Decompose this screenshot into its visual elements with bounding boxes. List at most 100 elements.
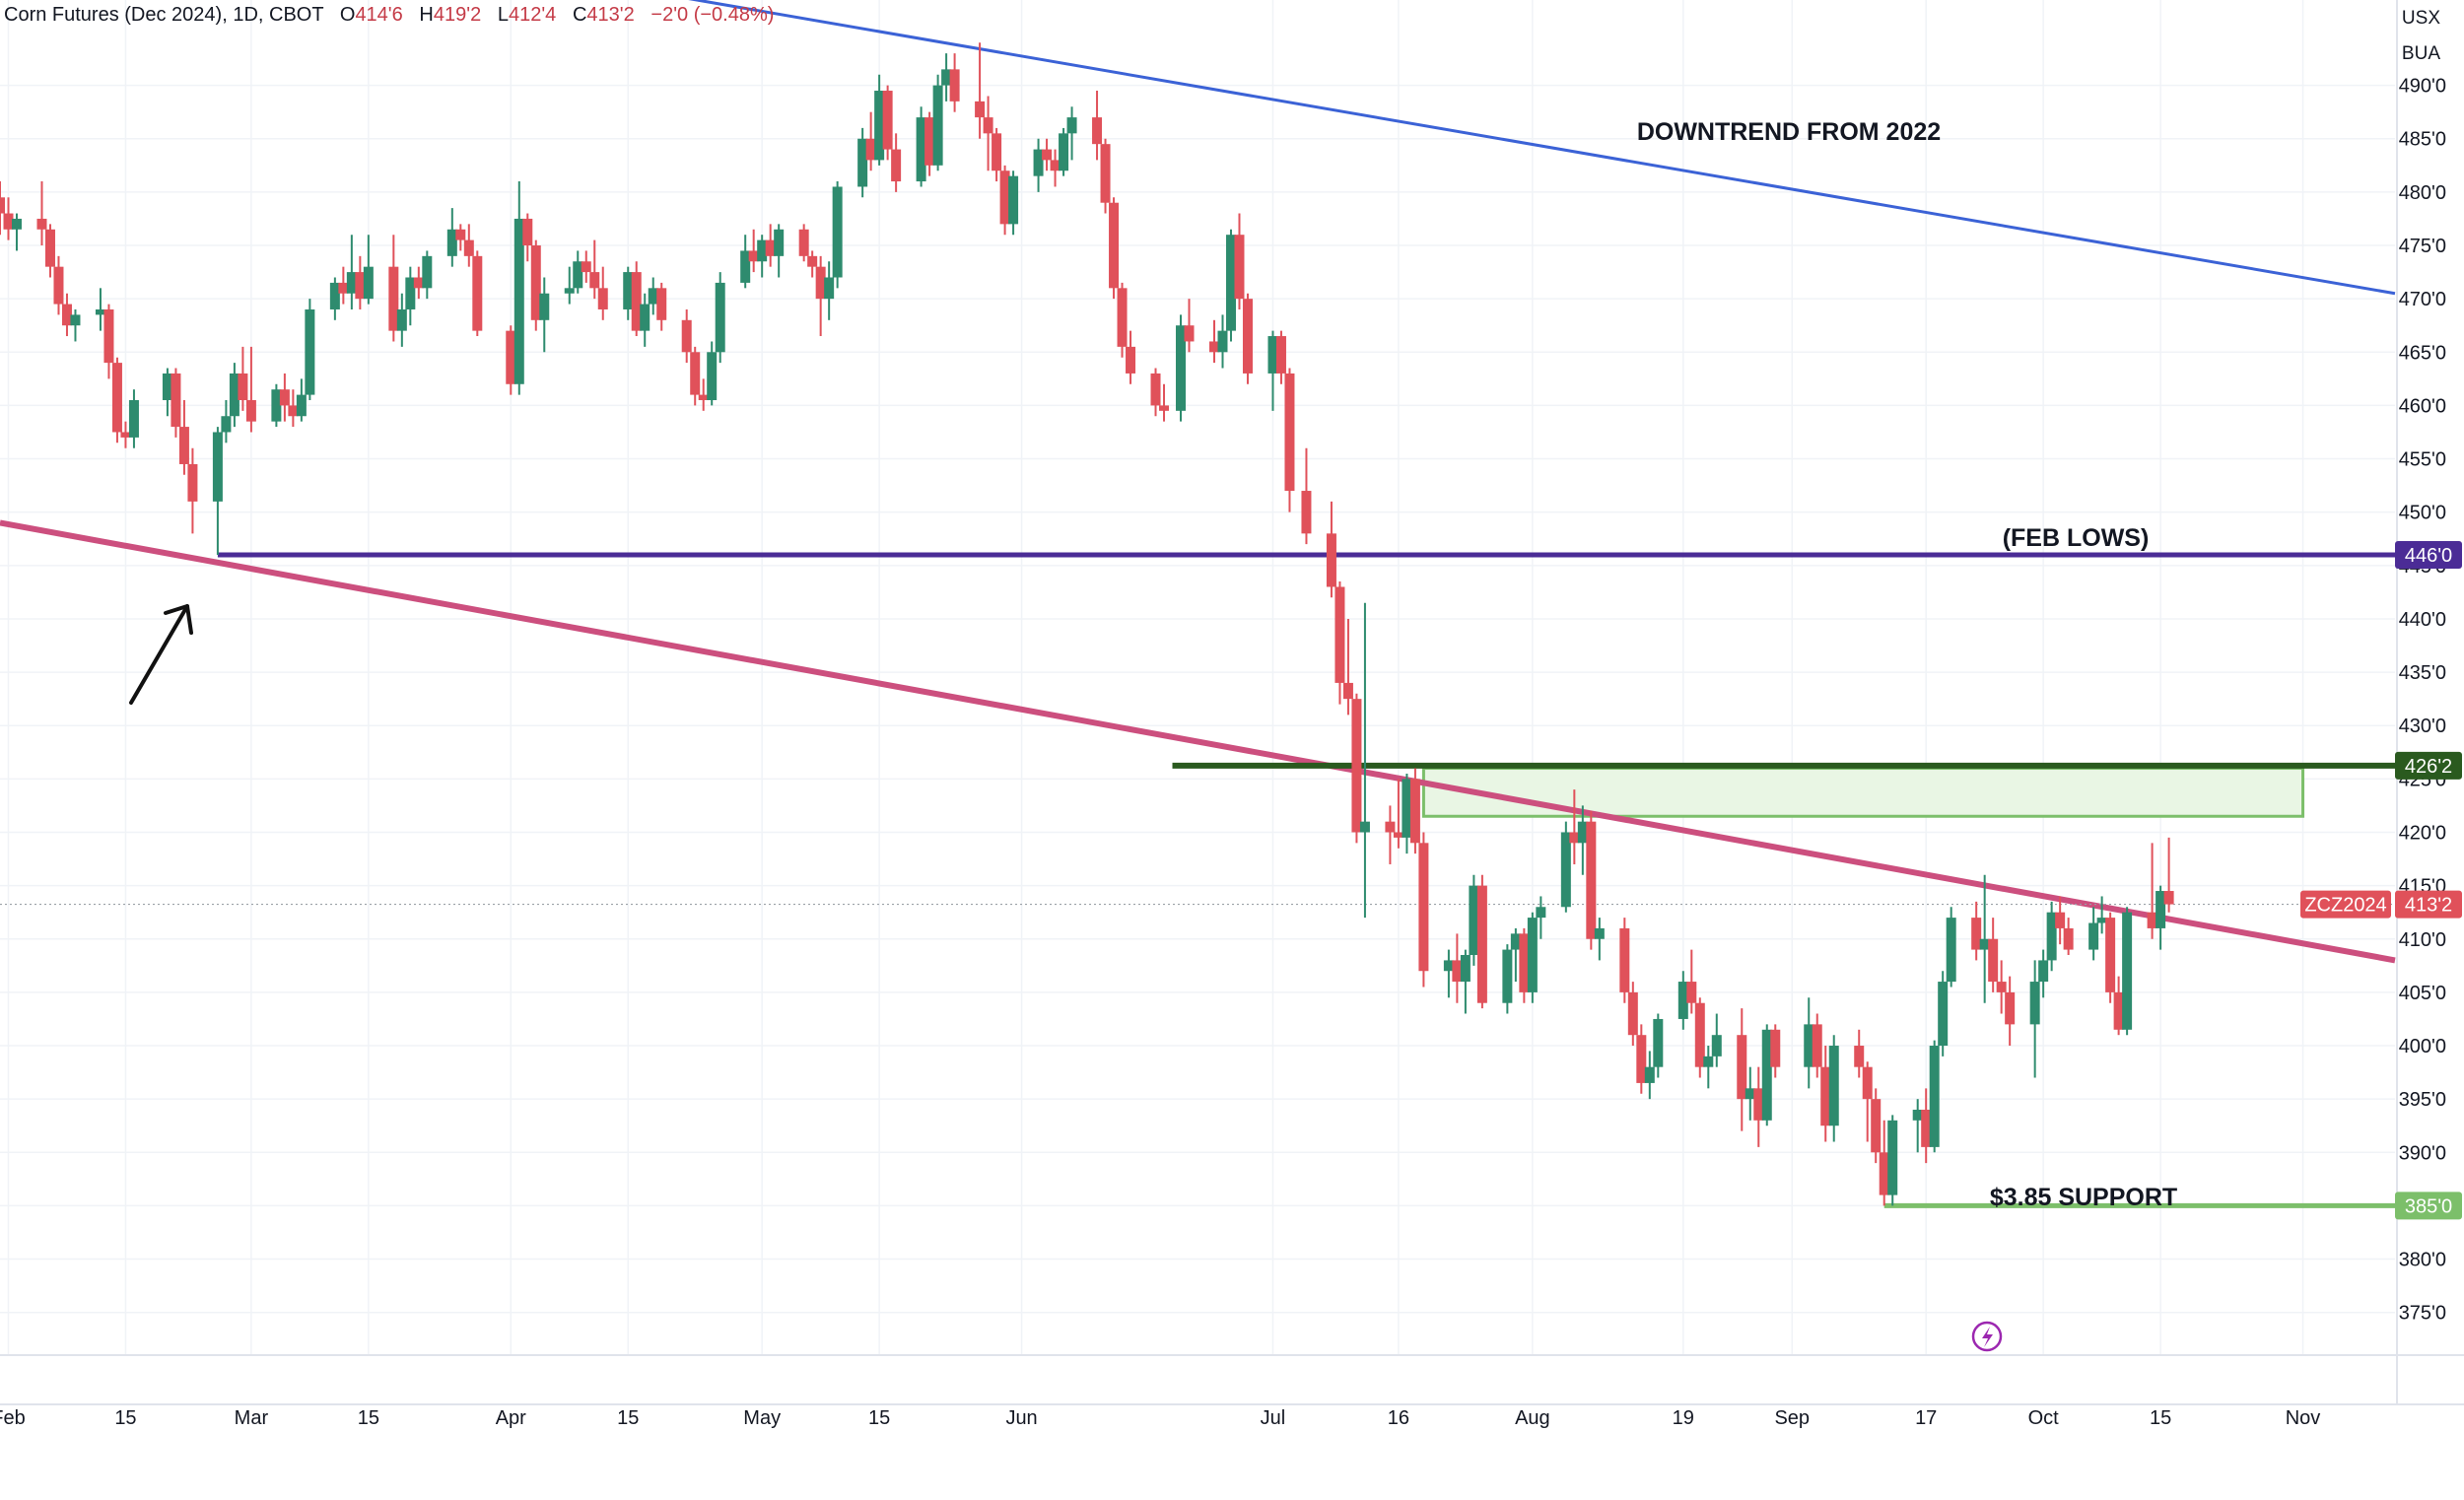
candle-body: [1301, 491, 1312, 534]
candle-body: [1560, 832, 1571, 908]
candle: [740, 235, 751, 289]
y-tick-label: 465'0: [2399, 342, 2446, 364]
candle-body: [1854, 1046, 1865, 1067]
candle: [1443, 949, 1454, 998]
candle: [2113, 976, 2124, 1036]
candle-body: [363, 266, 374, 300]
candle-body: [1871, 1099, 1882, 1153]
candle-body: [2055, 912, 2066, 928]
candle: [36, 181, 47, 246]
candle: [1871, 1088, 1882, 1164]
candle: [1753, 1066, 1764, 1147]
candle: [949, 53, 960, 112]
arrow-shaft: [129, 604, 189, 705]
feb-lows-tag-text: 446'0: [2405, 545, 2452, 567]
candle-body: [2156, 891, 2166, 928]
candle: [882, 85, 893, 161]
symbol-tag: ZCZ2024: [2300, 890, 2391, 919]
candle-body: [1536, 907, 1546, 919]
candle: [212, 427, 223, 555]
candle: [1946, 907, 1956, 988]
support-label: $3.85 SUPPORT: [1990, 1184, 2177, 1211]
candle-body: [932, 85, 943, 166]
candle-body: [1653, 1018, 1664, 1067]
candle: [999, 165, 1010, 236]
y-tick-label: 405'0: [2399, 983, 2446, 1004]
candle-body: [1988, 938, 1999, 983]
candle-body: [346, 272, 357, 294]
candle: [178, 400, 189, 475]
candle: [1828, 1035, 1839, 1142]
y-tick-label: 485'0: [2399, 129, 2446, 151]
candle-body: [1677, 982, 1688, 1019]
candle: [305, 299, 315, 401]
pink-trend-line: [0, 519, 2396, 964]
unit-label[interactable]: BUA: [2401, 43, 2440, 64]
candle-body: [1946, 918, 1956, 983]
candle-body: [924, 117, 935, 166]
candle-body: [1938, 982, 1949, 1047]
candle: [1117, 282, 1128, 358]
candle: [1594, 918, 1605, 961]
candle: [103, 304, 114, 379]
candle: [472, 250, 483, 337]
axes-layer: 490'0 485'0 480'0 475'0 470'0 465'0 460'0 455'0…: [0, 0, 2464, 1429]
candle-body: [690, 352, 701, 395]
last-price-tag: 413'2: [2395, 890, 2462, 919]
x-tick-label: 19: [1673, 1407, 1694, 1429]
y-tick-label: 380'0: [2399, 1250, 2446, 1271]
candle-body: [1636, 1035, 1647, 1083]
candle: [1510, 927, 1521, 983]
candle: [0, 181, 5, 236]
open-value: 414'6: [355, 4, 403, 26]
candle-body: [1820, 1066, 1831, 1126]
candle: [815, 255, 826, 337]
candle-body: [1059, 133, 1069, 171]
candle: [2046, 901, 2057, 972]
candle-body: [1979, 938, 1990, 950]
candle: [329, 277, 340, 320]
candle-body: [857, 138, 868, 187]
candle: [1820, 1046, 1831, 1142]
high-label: H: [419, 4, 434, 26]
candle: [1711, 1013, 1722, 1067]
candle-body: [1359, 821, 1370, 833]
candle-body: [212, 432, 223, 502]
candle-body: [2005, 991, 2016, 1025]
candle: [1418, 832, 1429, 988]
candle: [941, 53, 952, 102]
candle: [1686, 949, 1697, 1014]
candle: [355, 255, 366, 309]
candle-body: [472, 255, 483, 331]
candle-body: [1996, 982, 2007, 992]
support-tag-bg: [2395, 1192, 2462, 1220]
candle-body: [128, 400, 139, 438]
candle-body: [1644, 1066, 1655, 1083]
close-value: 413'2: [586, 4, 635, 26]
candle: [1653, 1013, 1664, 1078]
candle: [405, 266, 416, 326]
candle: [1284, 368, 1295, 512]
lightning-icon-bolt: [1982, 1327, 1993, 1347]
candle: [1677, 971, 1688, 1030]
candles-layer: [0, 42, 2174, 1206]
candle-body: [405, 277, 416, 309]
candle: [648, 277, 658, 315]
candle-body: [120, 432, 131, 438]
y-tick-label: 420'0: [2399, 822, 2446, 844]
candle-body: [824, 277, 835, 300]
candle: [1460, 949, 1471, 1014]
candle-body: [882, 91, 893, 150]
candle-body: [1117, 288, 1128, 347]
candle-body: [95, 308, 105, 315]
candle: [1644, 1051, 1655, 1100]
candle-body: [765, 239, 776, 256]
candle: [296, 378, 307, 422]
candle-body: [1745, 1088, 1755, 1100]
currency-label[interactable]: USX: [2401, 8, 2440, 29]
candle-body: [238, 373, 248, 401]
candle: [463, 224, 474, 267]
candle-body: [1812, 1024, 1822, 1067]
